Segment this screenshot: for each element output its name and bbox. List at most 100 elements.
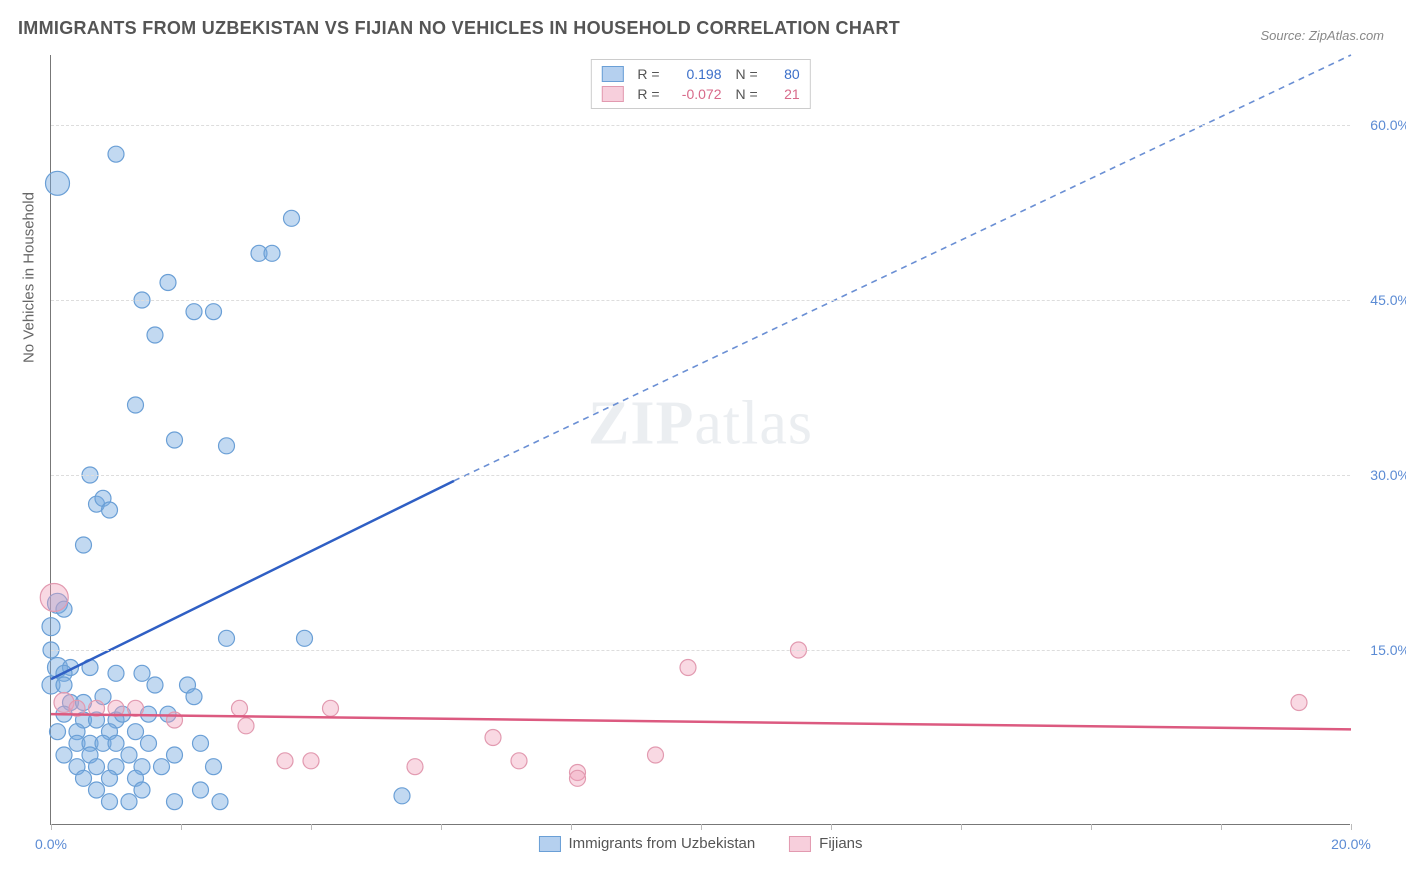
legend-label: Immigrants from Uzbekistan <box>568 835 755 852</box>
x-tick <box>701 824 702 830</box>
gridline <box>51 125 1350 126</box>
data-point <box>394 788 410 804</box>
x-tick-label: 0.0% <box>35 836 67 852</box>
data-point <box>407 759 423 775</box>
x-tick <box>311 824 312 830</box>
data-point <box>141 735 157 751</box>
data-point <box>193 782 209 798</box>
correlation-legend: R = 0.198 N = 80 R = -0.072 N = 21 <box>590 59 810 109</box>
data-point <box>121 747 137 763</box>
x-tick <box>961 824 962 830</box>
legend-swatch <box>601 86 623 102</box>
data-point <box>134 665 150 681</box>
data-point <box>56 747 72 763</box>
series-legend: Immigrants from Uzbekistan Fijians <box>538 835 862 852</box>
data-point <box>42 618 60 636</box>
data-point <box>167 747 183 763</box>
data-point <box>264 245 280 261</box>
data-point <box>76 770 92 786</box>
y-axis-label: No Vehicles in Household <box>21 192 38 363</box>
data-point <box>570 770 586 786</box>
data-point <box>186 304 202 320</box>
gridline <box>51 475 1350 476</box>
data-point <box>232 700 248 716</box>
legend-row: R = 0.198 N = 80 <box>601 64 799 84</box>
legend-item: Immigrants from Uzbekistan <box>538 835 755 852</box>
plot-area: No Vehicles in Household ZIPatlas R =0.1… <box>50 55 1350 825</box>
data-point <box>648 747 664 763</box>
data-point <box>323 700 339 716</box>
legend-label: Fijians <box>819 835 862 852</box>
data-point <box>160 275 176 291</box>
x-tick-label: 20.0% <box>1331 836 1371 852</box>
x-tick <box>181 824 182 830</box>
trend-line-extrapolated <box>454 55 1351 481</box>
data-point <box>167 794 183 810</box>
data-point <box>154 759 170 775</box>
data-point <box>89 759 105 775</box>
r-label: R = <box>637 86 659 102</box>
y-tick-label: 15.0% <box>1355 642 1406 658</box>
r-value: -0.072 <box>674 86 722 102</box>
data-point <box>206 304 222 320</box>
data-point <box>284 210 300 226</box>
data-point <box>40 584 68 612</box>
data-point <box>206 759 222 775</box>
r-value: 0.198 <box>674 66 722 82</box>
data-point <box>193 735 209 751</box>
gridline <box>51 650 1350 651</box>
data-point <box>238 718 254 734</box>
legend-swatch <box>789 836 811 852</box>
n-label: N = <box>736 66 758 82</box>
data-point <box>56 677 72 693</box>
n-value: 80 <box>772 66 800 82</box>
data-point <box>167 432 183 448</box>
source-attribution: Source: ZipAtlas.com <box>1260 28 1384 43</box>
chart-container: IMMIGRANTS FROM UZBEKISTAN VS FIJIAN NO … <box>0 0 1406 892</box>
x-tick <box>441 824 442 830</box>
data-point <box>102 794 118 810</box>
data-point <box>219 438 235 454</box>
data-point <box>680 660 696 676</box>
data-point <box>121 794 137 810</box>
data-point <box>102 770 118 786</box>
data-point <box>50 724 66 740</box>
data-point <box>147 327 163 343</box>
data-point <box>1291 695 1307 711</box>
data-point <box>297 630 313 646</box>
x-tick <box>1351 824 1352 830</box>
data-point <box>212 794 228 810</box>
r-label: R = <box>637 66 659 82</box>
legend-swatch <box>538 836 560 852</box>
data-point <box>186 689 202 705</box>
legend-item: Fijians <box>789 835 862 852</box>
n-value: 21 <box>772 86 800 102</box>
x-tick <box>1091 824 1092 830</box>
data-point <box>277 753 293 769</box>
data-point <box>108 146 124 162</box>
gridline <box>51 300 1350 301</box>
data-point <box>89 782 105 798</box>
data-point <box>128 397 144 413</box>
plot-svg <box>51 55 1350 824</box>
y-tick-label: 45.0% <box>1355 292 1406 308</box>
legend-row: R = -0.072 N = 21 <box>601 84 799 104</box>
data-point <box>219 630 235 646</box>
y-tick-label: 60.0% <box>1355 117 1406 133</box>
data-point <box>511 753 527 769</box>
x-tick <box>831 824 832 830</box>
data-point <box>108 665 124 681</box>
x-tick <box>571 824 572 830</box>
data-point <box>102 502 118 518</box>
x-tick <box>1221 824 1222 830</box>
legend-swatch <box>601 66 623 82</box>
data-point <box>485 730 501 746</box>
n-label: N = <box>736 86 758 102</box>
data-point <box>303 753 319 769</box>
data-point <box>46 171 70 195</box>
data-point <box>76 537 92 553</box>
data-point <box>108 735 124 751</box>
chart-title: IMMIGRANTS FROM UZBEKISTAN VS FIJIAN NO … <box>18 18 900 39</box>
x-tick <box>51 824 52 830</box>
data-point <box>147 677 163 693</box>
